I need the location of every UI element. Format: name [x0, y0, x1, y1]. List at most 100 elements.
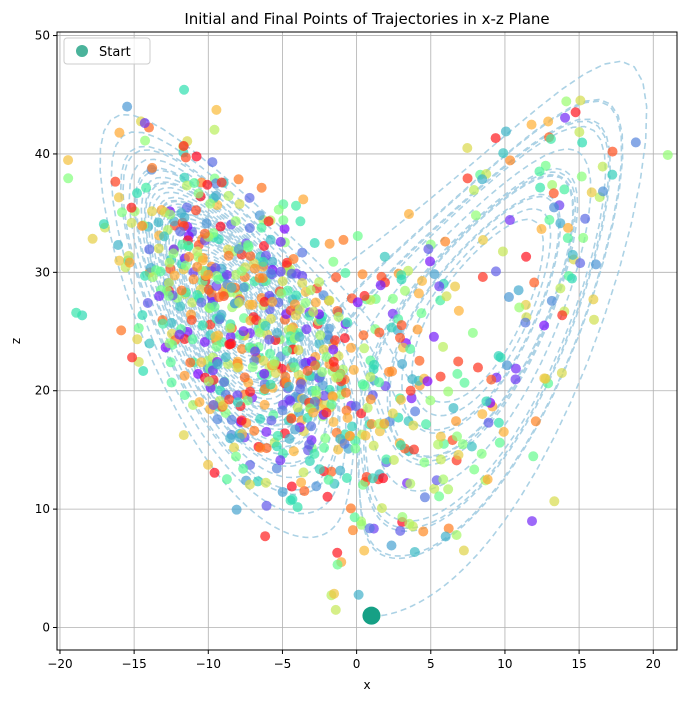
final-point: [317, 380, 328, 391]
final-point: [333, 444, 344, 455]
final-point: [365, 394, 376, 405]
final-point: [203, 459, 214, 470]
final-point: [133, 323, 144, 334]
final-point: [297, 247, 308, 258]
final-point: [347, 525, 358, 536]
final-point: [113, 239, 124, 250]
final-point: [513, 285, 524, 296]
final-point: [352, 297, 363, 308]
final-point: [356, 408, 367, 419]
final-point: [168, 248, 179, 259]
final-point: [422, 376, 433, 387]
final-point: [547, 179, 558, 190]
final-point: [205, 319, 216, 330]
final-point: [469, 464, 480, 475]
final-point: [353, 589, 364, 600]
final-point: [429, 269, 440, 280]
final-point: [297, 277, 308, 288]
final-point: [490, 133, 501, 144]
final-point: [331, 272, 342, 283]
final-point: [139, 270, 150, 281]
final-point: [395, 525, 406, 536]
final-point: [137, 310, 148, 321]
final-point: [299, 486, 310, 497]
final-point: [360, 430, 371, 441]
final-point: [348, 364, 359, 375]
legend-box: [63, 37, 151, 65]
final-point: [386, 540, 397, 551]
final-point: [285, 395, 296, 406]
final-point: [225, 433, 236, 444]
final-point: [346, 342, 357, 353]
final-point: [259, 296, 270, 307]
final-point: [448, 402, 459, 413]
final-point: [176, 208, 187, 219]
final-point: [261, 426, 272, 437]
final-point: [197, 320, 208, 331]
final-point: [560, 112, 571, 123]
x-tick-label: −5: [274, 657, 292, 671]
final-point: [462, 173, 473, 184]
final-point: [237, 343, 248, 354]
final-point: [191, 151, 202, 162]
final-point: [435, 431, 446, 442]
final-point: [578, 232, 589, 243]
final-point: [144, 244, 155, 255]
final-point: [296, 477, 307, 488]
final-point: [210, 263, 221, 274]
final-point: [441, 291, 452, 302]
final-point: [179, 390, 190, 401]
final-point: [179, 370, 190, 381]
final-point: [545, 134, 556, 144]
final-point: [319, 390, 330, 401]
final-point: [429, 483, 440, 494]
final-point: [247, 362, 258, 373]
final-point: [476, 448, 487, 459]
final-point: [440, 531, 451, 542]
final-point: [396, 274, 407, 285]
final-point: [186, 314, 197, 325]
final-point: [607, 146, 618, 157]
final-point: [147, 272, 158, 283]
final-point: [345, 503, 356, 514]
final-point: [308, 407, 319, 418]
final-point: [250, 346, 261, 357]
final-point: [180, 152, 191, 163]
final-point: [557, 310, 568, 321]
final-point: [292, 402, 303, 413]
final-point: [395, 394, 406, 405]
final-point: [323, 474, 334, 485]
final-point: [529, 277, 540, 288]
final-point: [244, 222, 255, 233]
y-tick-label: 10: [35, 502, 50, 516]
final-point: [180, 260, 191, 271]
final-point: [462, 143, 473, 154]
final-point: [284, 433, 295, 444]
final-point: [122, 101, 133, 112]
final-point: [154, 291, 165, 302]
y-tick-label: 30: [35, 265, 50, 279]
final-point: [163, 277, 174, 288]
final-point: [226, 338, 237, 349]
final-point: [245, 386, 256, 397]
final-point: [187, 334, 198, 345]
final-point: [416, 308, 427, 319]
final-point: [175, 301, 186, 312]
final-point: [265, 313, 276, 324]
final-point: [387, 366, 398, 377]
final-point: [332, 547, 343, 558]
final-point: [265, 379, 276, 390]
final-point: [270, 368, 281, 378]
final-point: [144, 338, 155, 349]
final-point: [574, 127, 585, 138]
final-point: [166, 377, 177, 388]
final-point: [433, 439, 444, 450]
final-point: [258, 240, 269, 251]
final-point: [223, 190, 234, 201]
final-point: [527, 516, 537, 527]
final-point: [387, 293, 398, 304]
final-point: [309, 448, 320, 459]
final-point: [376, 271, 387, 282]
final-point: [359, 290, 370, 301]
final-point: [166, 317, 177, 328]
